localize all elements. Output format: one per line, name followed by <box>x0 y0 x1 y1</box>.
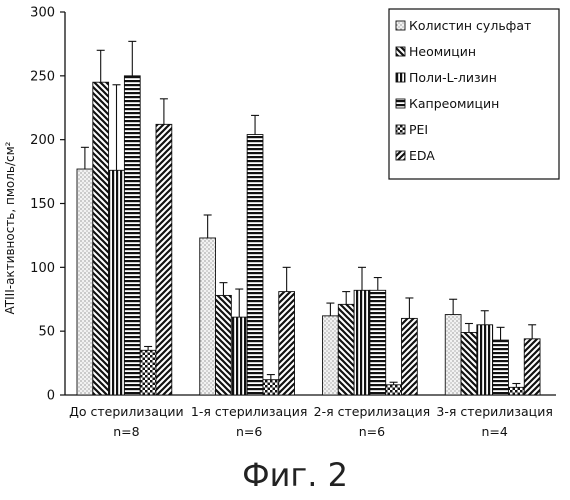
x-category-count: n=6 <box>359 424 385 439</box>
bar <box>370 290 386 395</box>
bar <box>247 135 263 395</box>
y-tick-label: 0 <box>47 389 55 404</box>
bar <box>124 76 140 395</box>
x-category-label: До стерилизации <box>69 404 183 419</box>
y-tick-label: 200 <box>30 133 55 148</box>
y-tick-label: 300 <box>30 6 55 21</box>
legend-swatch <box>396 99 405 108</box>
x-category-count: n=4 <box>481 424 507 439</box>
bar <box>279 292 295 395</box>
bar <box>445 315 461 395</box>
x-category-label: 3-я стерилизация <box>436 404 552 419</box>
legend-swatch <box>396 21 405 30</box>
bar <box>93 82 109 395</box>
bar <box>216 295 232 395</box>
legend-swatch <box>396 151 405 160</box>
bar <box>461 332 477 395</box>
x-category-label: 2-я стерилизация <box>314 404 430 419</box>
bar <box>263 380 279 395</box>
bar <box>231 317 247 395</box>
bar <box>323 316 339 395</box>
y-tick-label: 250 <box>30 69 55 84</box>
bar <box>109 170 125 395</box>
bar <box>140 350 156 395</box>
legend-label: Поли-L-лизин <box>409 70 497 85</box>
legend-swatch <box>396 73 405 82</box>
y-tick-label: 100 <box>30 261 55 276</box>
bar <box>338 304 354 395</box>
legend: Колистин сульфат Неомицин Поли-L-лизин Капр… <box>389 9 559 179</box>
x-category-count: n=8 <box>113 424 139 439</box>
bar <box>508 387 524 395</box>
bar <box>77 169 93 395</box>
x-category-count: n=6 <box>236 424 262 439</box>
bar <box>402 318 418 395</box>
legend-label: EDA <box>409 148 435 163</box>
y-tick-label: 50 <box>38 325 55 340</box>
bar <box>524 339 540 395</box>
y-axis-label: ATIII-активность, пмоль/см² <box>3 141 17 314</box>
legend-label: Капреомицин <box>409 96 499 111</box>
bar <box>156 124 172 395</box>
bar <box>477 325 493 395</box>
figure-caption: Фиг. 2 <box>242 456 348 494</box>
legend-label: PEI <box>409 122 428 137</box>
legend-swatch <box>396 47 405 56</box>
bar <box>200 238 216 395</box>
bar <box>354 290 370 395</box>
bar <box>493 340 509 395</box>
legend-swatch <box>396 125 405 134</box>
bar <box>386 385 402 395</box>
x-category-label: 1-я стерилизация <box>191 404 307 419</box>
legend-label: Неомицин <box>409 44 476 59</box>
y-tick-label: 150 <box>30 197 55 212</box>
legend-label: Колистин сульфат <box>409 18 531 33</box>
